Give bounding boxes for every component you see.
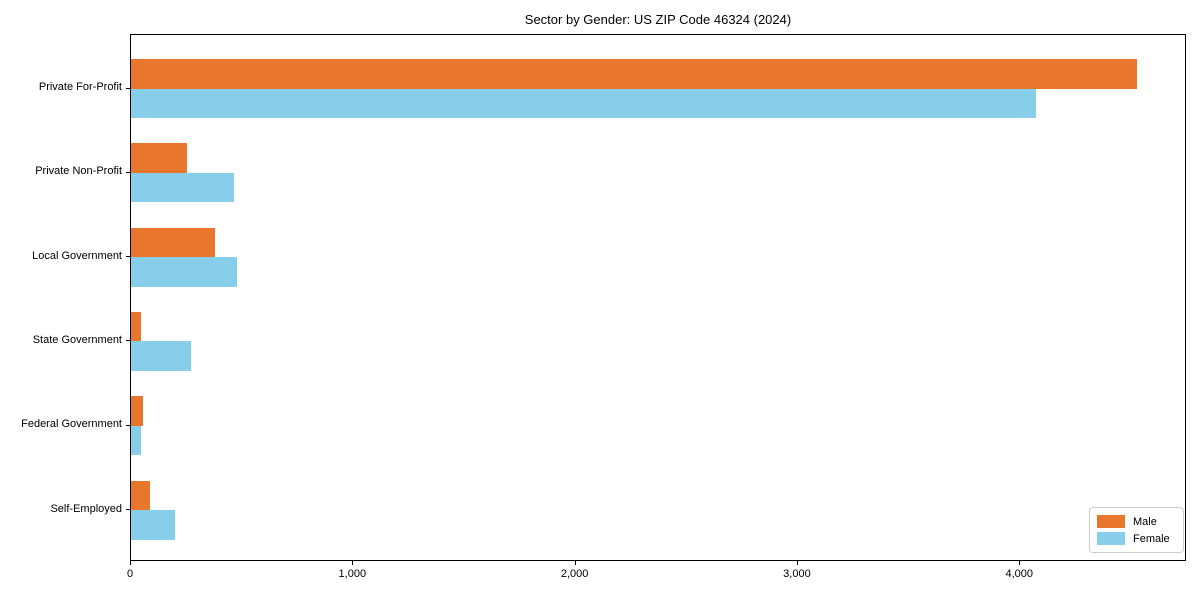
chart-title: Sector by Gender: US ZIP Code 46324 (202…	[524, 12, 792, 27]
y-tick-label-private-non-profit: Private Non-Profit	[35, 165, 122, 178]
legend-label-female: Female	[1133, 532, 1170, 545]
bar-male-self-employed	[131, 480, 150, 510]
bar-female-federal-government	[131, 425, 142, 456]
x-tick-mark	[1019, 561, 1021, 565]
bar-male-state-government	[131, 311, 141, 342]
y-tick-mark	[126, 256, 130, 258]
y-tick-label-self-employed: Self-Employed	[50, 502, 122, 515]
bar-female-self-employed	[131, 510, 175, 540]
x-tick-mark	[130, 561, 131, 565]
bar-female-state-government	[131, 341, 192, 371]
bar-male-local-government	[131, 227, 216, 258]
y-tick-mark	[126, 87, 130, 89]
bar-male-federal-government	[131, 396, 144, 426]
y-tick-mark	[126, 340, 130, 342]
legend-entry-female: Female	[1097, 531, 1175, 546]
y-tick-label-local-government: Local Government	[32, 249, 122, 262]
y-tick-mark	[126, 171, 130, 173]
bar-female-private-for-profit	[131, 88, 1036, 119]
y-tick-mark	[126, 509, 130, 510]
y-tick-mark	[126, 424, 130, 426]
legend-label-male: Male	[1133, 515, 1157, 528]
x-tick-mark	[352, 561, 354, 565]
x-tick-label-0: 0	[126, 568, 134, 580]
bar-female-local-government	[131, 257, 237, 287]
female-swatch-icon	[1097, 532, 1125, 545]
x-tick-label-2-000: 2,000	[560, 568, 589, 580]
bar-male-private-non-profit	[131, 143, 187, 173]
bar-male-private-for-profit	[131, 59, 1137, 89]
legend-entry-male: Male	[1097, 514, 1175, 529]
y-tick-label-federal-government: Federal Government	[21, 418, 122, 431]
x-tick-label-4-000: 4,000	[1005, 568, 1034, 580]
x-tick-mark	[574, 561, 576, 565]
legend: Male Female	[1089, 507, 1184, 553]
x-tick-label-3-000: 3,000	[783, 568, 811, 580]
y-tick-label-private-for-profit: Private For-Profit	[38, 81, 122, 94]
plot-area	[130, 34, 1186, 561]
x-tick-label-1-000: 1,000	[338, 568, 367, 580]
y-tick-label-state-government: State Government	[32, 333, 122, 346]
male-swatch-icon	[1097, 515, 1125, 528]
x-tick-mark	[796, 561, 798, 565]
bar-female-private-non-profit	[131, 172, 235, 203]
